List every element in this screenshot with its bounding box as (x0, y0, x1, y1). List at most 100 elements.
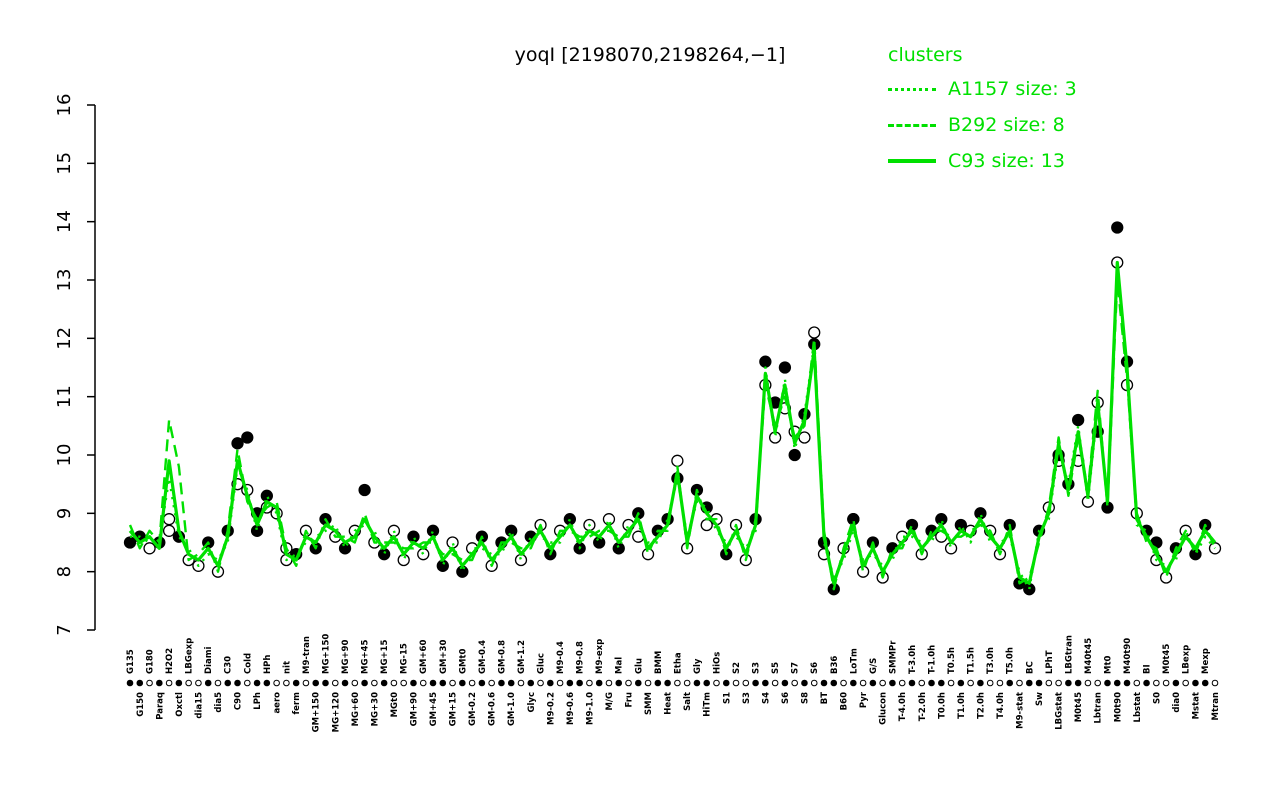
x-axis-marker (146, 679, 153, 687)
x-axis-label: Mt0 (1103, 655, 1113, 674)
x-axis-label: MG-15 (400, 643, 410, 674)
x-axis-marker (322, 679, 329, 687)
x-axis-marker (312, 679, 320, 687)
x-axis-marker (713, 679, 720, 687)
x-axis-marker (1094, 679, 1102, 687)
x-axis-marker (351, 679, 359, 687)
x-axis-label: C30 (224, 656, 234, 674)
x-axis-label: M/G (605, 692, 615, 711)
x-axis-label: GM-0.6 (488, 692, 498, 726)
x-axis-marker (243, 679, 251, 687)
x-axis-label: B60 (840, 692, 850, 710)
x-axis-marker (576, 679, 583, 687)
data-point (1159, 571, 1173, 584)
x-axis-label: MG+60 (351, 692, 361, 726)
x-axis-label: Paraq (155, 692, 165, 720)
x-axis-label: LPhT (1045, 650, 1055, 674)
x-axis-label: M9-0.8 (576, 641, 586, 674)
data-point (905, 518, 919, 532)
x-axis-label: ferm (292, 692, 302, 715)
x-axis-label: SMM (644, 692, 654, 715)
x-axis-marker (869, 679, 877, 687)
x-axis-marker (1162, 679, 1170, 687)
x-axis-label: dia5 (214, 692, 224, 713)
x-axis-label: MG+150 (321, 634, 331, 674)
x-axis-marker (273, 679, 280, 687)
data-point (387, 524, 401, 537)
x-axis-label: S4 (761, 692, 771, 704)
x-axis-label: B36 (830, 656, 840, 674)
x-axis-label: Mexp (1201, 648, 1211, 674)
data-point (417, 548, 430, 561)
x-axis-marker (517, 679, 525, 687)
x-axis-label: S0 (1152, 692, 1162, 704)
x-axis-marker (1201, 679, 1209, 687)
x-axis-marker (820, 679, 828, 687)
x-axis-label: T5.0h (1006, 647, 1016, 674)
x-axis-label: LBGstat (1055, 692, 1065, 730)
x-axis-marker (1133, 679, 1141, 687)
x-axis-marker (449, 679, 456, 687)
data-point-extra (162, 513, 176, 526)
data-point (1111, 221, 1124, 234)
x-axis-label: Sw (1035, 692, 1045, 706)
x-axis-marker (801, 679, 808, 687)
chart-title: yoqI [2198070,2198264,−1] (514, 44, 786, 66)
x-axis-marker (136, 679, 144, 687)
x-axis-marker (703, 679, 711, 687)
x-axis-label: S7 (791, 662, 801, 674)
data-point (358, 483, 371, 497)
x-axis-marker (1192, 679, 1199, 687)
x-axis-marker (341, 679, 349, 687)
cluster-line-A1157 (130, 267, 1216, 591)
x-axis-marker (253, 679, 261, 687)
x-axis-label: S6 (810, 662, 820, 674)
x-axis-marker (478, 679, 486, 687)
x-axis-marker (654, 679, 662, 687)
x-axis-marker (683, 679, 691, 687)
legend-line-solid-icon (888, 159, 936, 163)
x-axis-marker (537, 679, 544, 687)
data-point (935, 513, 948, 526)
x-axis-label: Glucon (879, 692, 889, 725)
x-axis-label: aero (273, 692, 283, 714)
x-axis-label: M9-0.2 (546, 692, 556, 725)
x-axis-marker (810, 679, 818, 687)
data-point (1072, 413, 1085, 427)
x-axis-marker (1035, 679, 1043, 687)
x-axis-marker (732, 679, 740, 687)
x-axis-marker (488, 679, 495, 687)
data-point (250, 524, 264, 537)
x-axis-label: MG+90 (341, 640, 351, 674)
x-axis-marker (967, 679, 974, 687)
x-axis-marker (400, 679, 407, 687)
x-axis-label: G180 (146, 649, 156, 674)
data-point-extra (798, 431, 811, 444)
x-axis-label: T-3.0h (908, 645, 918, 674)
x-axis-marker (156, 679, 163, 687)
x-axis-marker (439, 679, 447, 687)
x-axis-label: M9-stat (1016, 692, 1026, 729)
legend-entry: B292 size: 8 (888, 114, 1077, 136)
x-axis-marker (371, 679, 378, 687)
x-axis-marker (859, 679, 867, 687)
x-axis-marker (1045, 679, 1053, 687)
x-axis-marker (195, 679, 202, 687)
x-axis-marker (791, 679, 798, 687)
x-axis-label: Gluc (537, 653, 547, 674)
x-axis-label: Etha (673, 652, 683, 674)
legend-entry-label: B292 size: 8 (948, 114, 1065, 136)
x-axis-label: GM+150 (312, 692, 322, 732)
data-point (436, 559, 449, 572)
x-axis-marker (996, 679, 1004, 687)
y-axis-label: 15 (54, 152, 75, 175)
x-axis-label: LBexp (1182, 645, 1192, 674)
x-axis-label: dia15 (194, 692, 204, 719)
x-axis-marker (957, 679, 965, 687)
data-point (231, 437, 244, 450)
x-axis-marker (263, 679, 271, 687)
x-axis-label: GM-0.4 (478, 640, 488, 674)
x-axis-marker (175, 679, 183, 687)
x-axis-marker (586, 679, 593, 687)
x-axis-label: BMM (654, 651, 664, 674)
